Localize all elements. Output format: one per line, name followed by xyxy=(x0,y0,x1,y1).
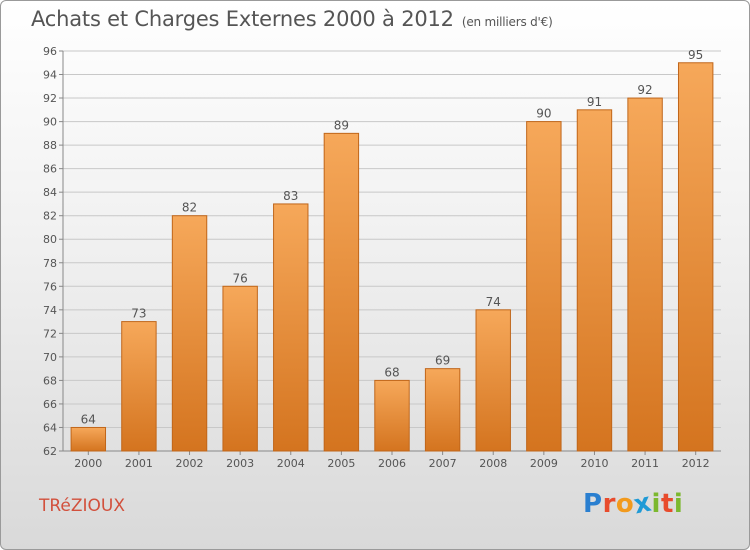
y-tick-label: 76 xyxy=(43,280,57,293)
data-label: 89 xyxy=(334,118,349,132)
y-tick-label: 86 xyxy=(43,163,57,176)
bars xyxy=(70,62,714,452)
chart-title: Achats et Charges Externes 2000 à 2012 (e… xyxy=(31,7,553,31)
labels: 62 64 66 68 70 72 74 76 78 80 82 84 86 88 90 92 94 96 64 20… xyxy=(43,45,710,470)
data-label: 69 xyxy=(435,354,450,368)
y-tick-label: 80 xyxy=(43,233,57,246)
data-label: 92 xyxy=(637,83,652,97)
x-tick-label: 2011 xyxy=(631,457,659,470)
y-tick-label: 90 xyxy=(43,116,57,129)
y-tick-label: 66 xyxy=(43,398,57,411)
logo-letter: r xyxy=(602,489,616,519)
y-tick-label: 74 xyxy=(43,304,57,317)
y-tick-label: 70 xyxy=(43,351,57,364)
bar xyxy=(526,121,562,452)
logo-letter: o xyxy=(615,489,635,519)
logo-letter: P xyxy=(583,489,603,519)
x-tick-label: 2003 xyxy=(226,457,254,470)
bar xyxy=(627,97,663,452)
proxiti-logo[interactable]: Proxiti xyxy=(583,488,684,521)
bar xyxy=(121,321,157,452)
data-label: 76 xyxy=(233,271,248,285)
bar xyxy=(222,285,258,452)
x-tick-label: 2006 xyxy=(378,457,406,470)
y-tick-label: 64 xyxy=(43,421,57,434)
commune-name: TRéZIOUX xyxy=(39,496,126,516)
x-tick-label: 2002 xyxy=(176,457,204,470)
x-tick-label: 2004 xyxy=(277,457,305,470)
data-label: 73 xyxy=(131,307,146,321)
data-label: 82 xyxy=(182,201,197,215)
chart-subtitle: (en milliers d'€) xyxy=(461,15,553,29)
x-tick-label: 2010 xyxy=(580,457,608,470)
data-label: 74 xyxy=(486,295,501,309)
y-tick-label: 82 xyxy=(43,210,57,223)
bar xyxy=(273,203,309,452)
x-tick-label: 2005 xyxy=(327,457,355,470)
bar xyxy=(70,426,107,452)
logo-letter: i xyxy=(673,489,684,519)
x-tick-label: 2001 xyxy=(125,457,153,470)
bar xyxy=(475,309,511,452)
bar xyxy=(323,132,360,452)
bar xyxy=(171,215,208,452)
x-tick-label: 2009 xyxy=(530,457,558,470)
data-label: 95 xyxy=(688,48,703,62)
logo-letter: i xyxy=(651,489,661,519)
logo-letter: t xyxy=(660,489,674,519)
data-label: 90 xyxy=(536,107,551,121)
y-tick-label: 78 xyxy=(43,257,57,270)
bar xyxy=(576,109,613,452)
title-text: Achats et Charges Externes 2000 à 2012 xyxy=(31,7,454,31)
bar xyxy=(424,368,461,452)
y-tick-label: 84 xyxy=(43,186,57,199)
y-tick-label: 88 xyxy=(43,139,57,152)
y-tick-label: 62 xyxy=(43,445,57,458)
y-tick-label: 94 xyxy=(43,69,57,82)
data-label: 64 xyxy=(81,412,96,426)
x-tick-label: 2000 xyxy=(74,457,102,470)
y-tick-label: 68 xyxy=(43,374,57,387)
data-label: 83 xyxy=(283,189,298,203)
data-label: 68 xyxy=(384,365,399,379)
y-tick-label: 92 xyxy=(43,92,57,105)
bar xyxy=(374,379,410,452)
x-tick-label: 2007 xyxy=(429,457,457,470)
y-tick-label: 72 xyxy=(43,327,57,340)
bar xyxy=(677,62,714,452)
x-tick-label: 2012 xyxy=(682,457,710,470)
x-tick-label: 2008 xyxy=(479,457,507,470)
data-label: 91 xyxy=(587,95,602,109)
y-tick-label: 96 xyxy=(43,45,57,58)
